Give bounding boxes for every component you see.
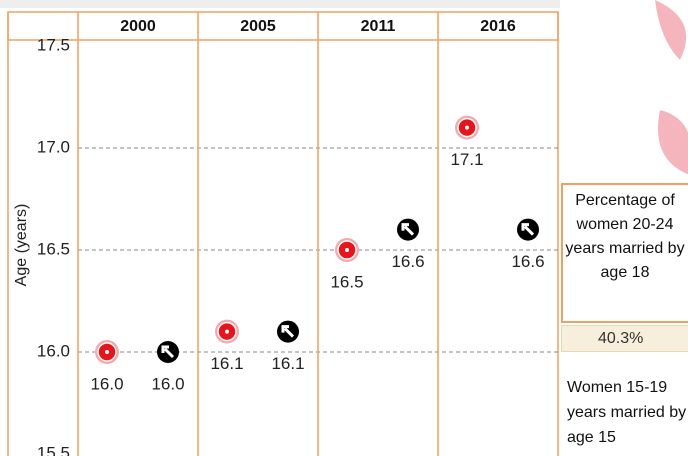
y-axis-label: Age (years) xyxy=(13,204,30,287)
data-label: 16.1 xyxy=(210,354,243,373)
dot-marker xyxy=(455,115,479,140)
data-label: 16.6 xyxy=(391,252,424,271)
data-label: 16.1 xyxy=(271,354,304,373)
y-tick-label: 17.0 xyxy=(37,137,70,156)
note: Women 15-19 years married by age 15 xyxy=(567,379,687,446)
arrow xyxy=(281,325,295,338)
arrow xyxy=(161,345,175,359)
arrow-marker xyxy=(157,341,179,363)
dot-marker xyxy=(335,238,359,262)
y-tick-label: 16.0 xyxy=(37,341,70,360)
decoration xyxy=(655,0,687,60)
decoration xyxy=(658,110,688,175)
arrow-marker xyxy=(277,320,299,343)
dot-center xyxy=(465,125,469,130)
y-tick-label: 16.5 xyxy=(37,239,70,258)
arrow-marker xyxy=(517,218,539,241)
indicator-value: 40.3% xyxy=(561,325,688,352)
data-label: 16.0 xyxy=(151,374,184,393)
y-tick-label: 15.5 xyxy=(37,443,70,456)
dot-center xyxy=(105,350,109,354)
x-tick-label: 2016 xyxy=(480,18,516,35)
data-label: 17.1 xyxy=(450,150,483,169)
dot-marker xyxy=(95,340,119,364)
arrow xyxy=(401,223,415,236)
arrow-marker xyxy=(397,218,419,241)
arrow xyxy=(521,223,535,236)
data-label: 16.5 xyxy=(330,272,363,291)
x-tick-label: 2005 xyxy=(240,18,276,35)
dot-marker xyxy=(215,319,239,344)
dot-center xyxy=(225,329,229,334)
x-tick-label: 2000 xyxy=(120,18,156,35)
x-tick-label: 2011 xyxy=(361,18,396,35)
y-tick-label: 17.5 xyxy=(37,35,70,54)
data-label: 16.0 xyxy=(90,374,123,393)
header-bar xyxy=(7,11,559,41)
indicator-title: Percentage of women 20-24 years married … xyxy=(561,183,688,323)
data-label: 16.6 xyxy=(511,252,544,271)
dot-center xyxy=(345,248,349,252)
top-bar xyxy=(0,0,560,8)
